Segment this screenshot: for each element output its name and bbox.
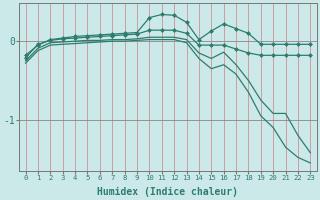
X-axis label: Humidex (Indice chaleur): Humidex (Indice chaleur): [98, 186, 238, 197]
